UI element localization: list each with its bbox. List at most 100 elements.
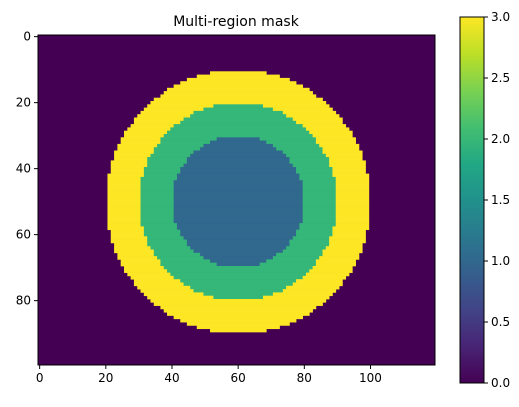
mask-region-segment: [186, 242, 290, 247]
mask-region-segment: [302, 206, 337, 211]
mask-region-segment: [143, 292, 204, 297]
x-tick-label: 0: [36, 371, 44, 385]
mask-region-segment: [302, 183, 337, 188]
mask-region-segment: [203, 143, 274, 148]
mask-region-segment: [180, 120, 297, 125]
mask-region-segment: [286, 153, 327, 158]
mask-region-segment: [140, 183, 174, 188]
mask-region-segment: [315, 259, 356, 264]
mask-region-segment: [107, 200, 141, 204]
mask-region-segment: [140, 223, 178, 227]
mask-region-segment: [137, 285, 191, 290]
mask-region-segment: [143, 229, 181, 234]
mask-region-segment: [335, 176, 370, 181]
mask-region-segment: [120, 262, 161, 267]
mask-region-segment: [286, 114, 340, 118]
mask-region-segment: [332, 233, 366, 237]
mask-region-segment: [190, 285, 287, 290]
mask-region-segment: [210, 71, 267, 75]
mask-region-segment: [332, 173, 370, 178]
mask-region-segment: [140, 193, 174, 198]
mask-region-segment: [180, 167, 297, 171]
mask-region-segment: [173, 193, 304, 198]
mask-region-segment: [289, 242, 330, 247]
mask-region-segment: [299, 223, 337, 227]
mask-region-segment: [312, 266, 353, 270]
mask-region-segment: [173, 124, 304, 128]
mask-region-segment: [143, 167, 181, 171]
mask-region-segment: [140, 213, 174, 217]
mask-region-segment: [309, 130, 353, 135]
mask-region-segment: [302, 124, 347, 128]
mask-region-segment: [153, 97, 323, 102]
mask-region-segment: [110, 160, 148, 165]
mask-region-segment: [335, 193, 370, 198]
mask-region-segment: [305, 127, 350, 132]
mask-region-segment: [186, 239, 290, 244]
mask-region-segment: [335, 206, 370, 211]
mask-region-segment: [335, 180, 370, 184]
mask-region-segment: [296, 229, 333, 234]
mask-region-segment: [176, 173, 300, 178]
mask-region-segment: [332, 226, 370, 231]
mask-region-segment: [107, 190, 141, 194]
mask-region-segment: [309, 269, 353, 273]
mask-region-segment: [292, 163, 330, 168]
mask-region-segment: [302, 180, 337, 184]
mask-region-segment: [117, 147, 155, 151]
mask-region-segment: [193, 150, 284, 155]
mask-region-segment: [157, 256, 204, 260]
mask-region-segment: [302, 203, 337, 207]
mask-region-segment: [329, 157, 363, 161]
mask-region-segment: [302, 200, 337, 204]
mask-region-segment: [302, 219, 337, 224]
mask-region-segment: [292, 282, 343, 287]
mask-region-segment: [110, 167, 145, 171]
mask-region-segment: [160, 137, 217, 141]
mask-region-segment: [140, 190, 174, 194]
mask-region-segment: [302, 209, 337, 214]
colorbar-gradient: [460, 17, 484, 383]
mask-region-segment: [296, 167, 333, 171]
mask-region-segment: [180, 81, 297, 85]
mask-region-segment: [203, 107, 274, 112]
mask-region-segment: [335, 209, 370, 214]
mask-region-segment: [170, 272, 307, 277]
mask-region-segment: [107, 219, 141, 224]
mask-region-segment: [147, 236, 184, 240]
mask-region-segment: [140, 219, 174, 224]
mask-region-segment: [163, 91, 313, 95]
mask-region-segment: [130, 124, 174, 128]
mask-region-segment: [110, 236, 148, 240]
mask-region-segment: [325, 246, 363, 250]
mask-region-segment: [302, 193, 337, 198]
mask-region-segment: [325, 153, 363, 158]
mask-region-segment: [107, 176, 141, 181]
mask-region-segment: [286, 285, 340, 290]
colorbar-tick-label: 1.5: [491, 193, 510, 207]
mask-region-segment: [173, 190, 304, 194]
mask-region-segment: [150, 299, 327, 303]
mask-region-segment: [276, 147, 323, 151]
mask-region-segment: [140, 196, 174, 201]
mask-region-segment: [196, 74, 280, 79]
mask-region-segment: [107, 180, 141, 184]
mask-region-segment: [107, 186, 141, 191]
mask-region-segment: [286, 246, 327, 250]
colorbar-tick-label: 0.5: [491, 315, 510, 329]
mask-region-segment: [143, 233, 181, 237]
mask-region-segment: [133, 279, 181, 283]
mask-region-segment: [180, 279, 297, 283]
mask-region-segment: [335, 190, 370, 194]
mask-region-segment: [213, 104, 264, 108]
mask-region-segment: [107, 209, 141, 214]
x-tick-label: 60: [231, 371, 246, 385]
mask-region-segment: [335, 213, 370, 217]
mask-region-segment: [335, 219, 370, 224]
mask-region-segment: [302, 190, 337, 194]
mask-region-segment: [329, 163, 366, 168]
mask-region-segment: [124, 134, 165, 138]
mask-region-segment: [114, 157, 148, 161]
mask-region-segment: [110, 239, 148, 244]
